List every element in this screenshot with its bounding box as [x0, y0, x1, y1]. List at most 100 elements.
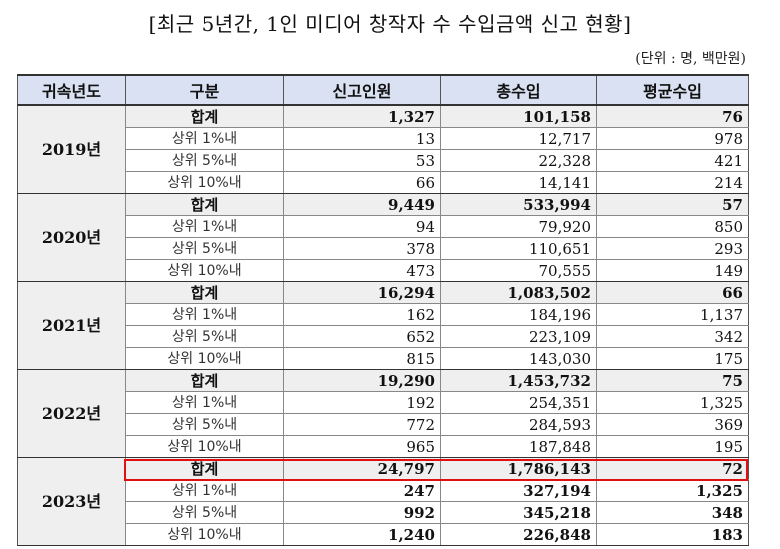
document-title: [최근 5년간, 1인 미디어 창작자 수 수입금액 신고 현황] — [148, 12, 632, 36]
category-cell: 상위 5%내 — [125, 149, 284, 172]
category-cell: 상위 10%내 — [125, 435, 284, 458]
table-row-total: 2022년 합계 19,290 1,453,732 75 — [17, 369, 749, 458]
year-cell: 2019년 — [17, 104, 126, 194]
total-income-cell: 1,786,143 — [440, 457, 597, 480]
reporters-cell: 94 — [283, 215, 441, 238]
avg-income-cell: 293 — [596, 237, 749, 260]
total-income-cell: 284,593 — [440, 413, 597, 436]
avg-income-cell: 421 — [596, 149, 749, 172]
avg-income-cell: 978 — [596, 127, 749, 150]
header-row: 귀속년도 구분 신고인원 총수입 평균수입 — [17, 74, 749, 106]
avg-income-cell: 175 — [596, 347, 749, 370]
header-reporters: 신고인원 — [283, 74, 441, 106]
table-row-total-highlighted: 2023년 합계 24,797 1,786,143 72 — [17, 457, 749, 546]
total-income-cell: 22,328 — [440, 149, 597, 172]
avg-income-cell: 348 — [596, 501, 749, 524]
table-row: 상위 5%내 652 223,109 342 — [18, 325, 749, 348]
avg-income-cell: 342 — [596, 325, 749, 348]
table-row: 상위 10%내 965 187,848 195 — [18, 435, 749, 458]
reporters-cell: 162 — [283, 303, 441, 326]
table-row: 상위 1%내 192 254,351 1,325 — [18, 391, 749, 414]
category-cell: 상위 5%내 — [125, 325, 284, 348]
avg-income-cell: 1,325 — [596, 391, 749, 414]
reporters-cell: 1,240 — [283, 523, 441, 546]
reporters-cell: 772 — [283, 413, 441, 436]
table-row-total: 2020년 합계 9,449 533,994 57 — [17, 193, 749, 282]
header-total-income: 총수입 — [440, 74, 597, 106]
table-row-total: 2019년 합계 1,327 101,158 76 — [17, 104, 749, 194]
category-cell: 상위 1%내 — [125, 215, 284, 238]
table-row-total: 2021년 합계 16,294 1,083,502 66 — [17, 281, 749, 370]
table-row: 상위 10%내 815 143,030 175 — [18, 347, 749, 370]
total-income-cell: 254,351 — [440, 391, 597, 414]
reporters-cell: 66 — [283, 171, 441, 194]
category-cell: 상위 1%내 — [125, 303, 284, 326]
reporters-cell: 473 — [283, 259, 441, 282]
category-cell: 합계 — [125, 281, 284, 304]
table-row: 상위 1%내 13 12,717 978 — [18, 127, 749, 150]
total-income-cell: 327,194 — [440, 479, 597, 502]
avg-income-cell: 76 — [596, 104, 749, 128]
category-cell: 상위 5%내 — [125, 237, 284, 260]
total-income-cell: 79,920 — [440, 215, 597, 238]
header-year: 귀속년도 — [17, 74, 126, 106]
table-row: 상위 5%내 53 22,328 421 — [18, 149, 749, 172]
table-row: 상위 10%내 473 70,555 149 — [18, 259, 749, 282]
avg-income-cell: 850 — [596, 215, 749, 238]
header-avg-income: 평균수입 — [596, 74, 749, 106]
reporters-cell: 992 — [283, 501, 441, 524]
total-income-cell: 101,158 — [440, 104, 597, 128]
table-row: 상위 1%내 162 184,196 1,137 — [18, 303, 749, 326]
reporters-cell: 652 — [283, 325, 441, 348]
category-cell: 상위 5%내 — [125, 501, 284, 524]
category-cell: 상위 1%내 — [125, 479, 284, 502]
reporters-cell: 19,290 — [283, 369, 441, 392]
table-row: 상위 5%내 992 345,218 348 — [18, 501, 749, 524]
reporters-cell: 192 — [283, 391, 441, 414]
table-row: 상위 5%내 772 284,593 369 — [18, 413, 749, 436]
total-income-cell: 110,651 — [440, 237, 597, 260]
category-cell: 합계 — [125, 104, 284, 128]
table-row: 상위 1%내 94 79,920 850 — [18, 215, 749, 238]
avg-income-cell: 195 — [596, 435, 749, 458]
reporters-cell: 815 — [283, 347, 441, 370]
total-income-cell: 143,030 — [440, 347, 597, 370]
year-cell: 2022년 — [17, 369, 126, 458]
avg-income-cell: 149 — [596, 259, 749, 282]
income-report-table: 귀속년도 구분 신고인원 총수입 평균수입 2019년 합계 1,327 101… — [17, 74, 749, 546]
total-income-cell: 226,848 — [440, 523, 597, 546]
avg-income-cell: 1,137 — [596, 303, 749, 326]
category-cell: 합계 — [125, 369, 284, 392]
reporters-cell: 24,797 — [283, 457, 441, 480]
avg-income-cell: 66 — [596, 281, 749, 304]
avg-income-cell: 183 — [596, 523, 749, 546]
category-cell: 상위 10%내 — [125, 259, 284, 282]
category-cell: 상위 10%내 — [125, 171, 284, 194]
category-cell: 상위 5%내 — [125, 413, 284, 436]
header-category: 구분 — [125, 74, 284, 106]
year-cell: 2021년 — [17, 281, 126, 370]
table-row: 상위 5%내 378 110,651 293 — [18, 237, 749, 260]
reporters-cell: 378 — [283, 237, 441, 260]
category-cell: 상위 1%내 — [125, 391, 284, 414]
unit-note: (단위 : 명, 백만원) — [635, 51, 746, 67]
avg-income-cell: 57 — [596, 193, 749, 216]
reporters-cell: 1,327 — [283, 104, 441, 128]
table-row: 상위 10%내 1,240 226,848 183 — [18, 523, 749, 546]
total-income-cell: 223,109 — [440, 325, 597, 348]
reporters-cell: 53 — [283, 149, 441, 172]
reporters-cell: 965 — [283, 435, 441, 458]
table-row: 상위 10%내 66 14,141 214 — [18, 171, 749, 194]
avg-income-cell: 72 — [596, 457, 749, 480]
category-cell: 합계 — [125, 457, 284, 480]
total-income-cell: 345,218 — [440, 501, 597, 524]
avg-income-cell: 214 — [596, 171, 749, 194]
year-cell: 2023년 — [17, 457, 126, 546]
reporters-cell: 247 — [283, 479, 441, 502]
category-cell: 상위 10%내 — [125, 523, 284, 546]
year-cell: 2020년 — [17, 193, 126, 282]
total-income-cell: 12,717 — [440, 127, 597, 150]
total-income-cell: 1,083,502 — [440, 281, 597, 304]
total-income-cell: 533,994 — [440, 193, 597, 216]
total-income-cell: 1,453,732 — [440, 369, 597, 392]
